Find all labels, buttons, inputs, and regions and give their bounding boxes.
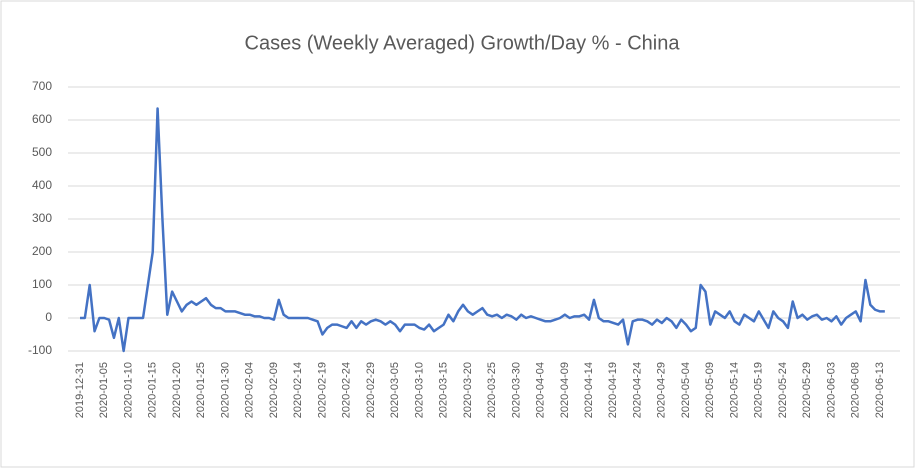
x-tick-label: 2020-05-24 <box>777 362 789 418</box>
x-tick-label: 2020-03-20 <box>462 362 474 418</box>
x-tick-label: 2020-05-04 <box>680 362 692 418</box>
x-tick-label: 2020-01-10 <box>122 362 134 418</box>
x-tick-label: 2020-05-19 <box>753 362 765 418</box>
data-line <box>80 107 885 353</box>
x-tick-label: 2020-01-15 <box>147 362 159 418</box>
x-tick-label: 2020-06-13 <box>874 362 886 418</box>
x-tick-label: 2019-12-31 <box>74 362 86 418</box>
x-tick-label: 2020-05-09 <box>704 362 716 418</box>
y-tick-label: 100 <box>32 277 52 291</box>
y-tick-label: 400 <box>32 178 52 192</box>
x-tick-label: 2020-06-03 <box>825 362 837 418</box>
x-tick-label: 2020-03-15 <box>438 362 450 418</box>
y-tick-label: 500 <box>32 145 52 159</box>
x-tick-label: 2020-04-09 <box>559 362 571 418</box>
x-tick-label: 2020-01-20 <box>171 362 183 418</box>
x-tick-label: 2020-03-05 <box>389 362 401 418</box>
x-tick-label: 2020-02-09 <box>268 362 280 418</box>
x-tick-label: 2020-03-10 <box>413 362 425 418</box>
x-tick-label: 2020-05-29 <box>801 362 813 418</box>
y-tick-label: 200 <box>32 244 52 258</box>
x-tick-label: 2020-04-29 <box>656 362 668 418</box>
x-tick-label: 2020-01-05 <box>98 362 110 418</box>
x-tick-label: 2020-02-14 <box>292 362 304 418</box>
x-tick-label: 2020-03-25 <box>486 362 498 418</box>
x-tick-label: 2020-04-24 <box>631 362 643 418</box>
x-tick-label: 2020-04-19 <box>607 362 619 418</box>
x-tick-label: 2020-01-30 <box>219 362 231 418</box>
x-tick-label: 2020-02-29 <box>365 362 377 418</box>
x-tick-label: 2020-02-24 <box>341 362 353 418</box>
x-tick-label: 2020-06-08 <box>850 362 862 418</box>
y-tick-label: 600 <box>32 112 52 126</box>
chart-title: Cases (Weekly Averaged) Growth/Day % - C… <box>245 32 681 54</box>
y-tick-label: 700 <box>32 79 52 93</box>
x-tick-label: 2020-04-04 <box>535 362 547 418</box>
x-tick-label: 2020-03-30 <box>510 362 522 418</box>
x-tick-label: 2020-02-04 <box>244 362 256 418</box>
x-tick-label: 2020-02-19 <box>316 362 328 418</box>
y-tick-label: -100 <box>28 343 52 357</box>
y-tick-label: 300 <box>32 211 52 225</box>
x-tick-label: 2020-01-25 <box>195 362 207 418</box>
x-tick-label: 2020-05-14 <box>728 362 740 418</box>
x-tick-label: 2020-04-14 <box>583 362 595 418</box>
y-tick-label: 0 <box>45 310 52 324</box>
